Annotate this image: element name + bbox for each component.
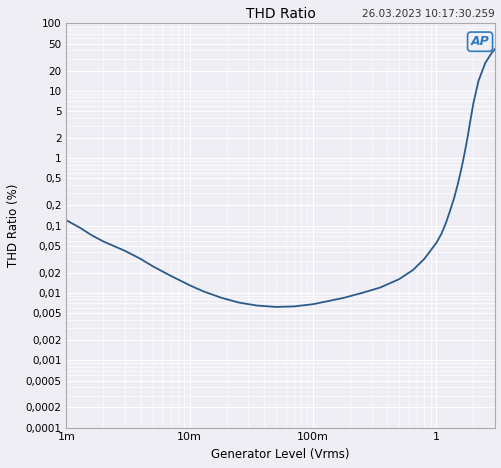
X-axis label: Generator Level (Vrms): Generator Level (Vrms) [211,448,349,461]
Text: AP: AP [470,35,488,48]
Text: 26.03.2023 10:17:30.259: 26.03.2023 10:17:30.259 [362,9,494,20]
Y-axis label: THD Ratio (%): THD Ratio (%) [7,184,20,267]
Title: THD Ratio: THD Ratio [245,7,315,21]
